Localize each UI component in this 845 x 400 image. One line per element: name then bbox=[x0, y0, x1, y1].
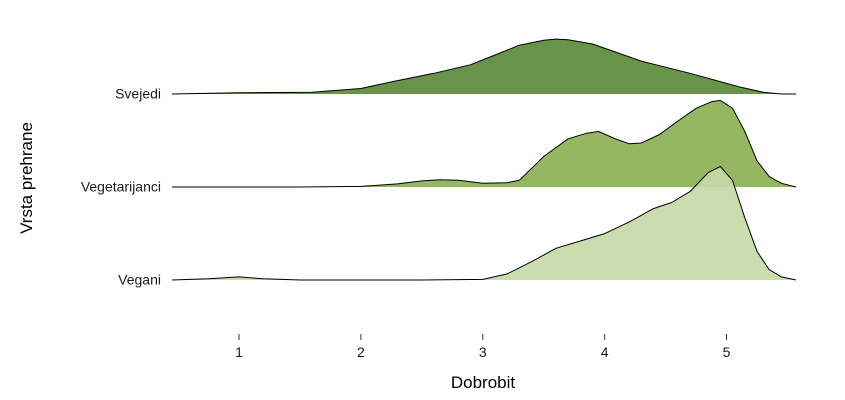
ridge-line-svejedi bbox=[171, 38, 796, 95]
x-axis: 1 2 3 4 5 bbox=[235, 334, 731, 360]
ridge-line-vegani bbox=[171, 166, 797, 281]
ridge-line-vegetarijanci bbox=[172, 99, 797, 188]
ridge-area-svejedi bbox=[172, 39, 796, 94]
y-axis-title: Vrsta prehrane bbox=[17, 122, 36, 234]
x-tick-label: 1 bbox=[235, 344, 243, 360]
x-tick-label: 5 bbox=[723, 344, 731, 360]
category-label-vegetarijanci: Vegetarijanci bbox=[81, 179, 161, 195]
category-labels: Svejedi Vegetarijanci Vegani bbox=[81, 86, 161, 288]
ridge-area-vegetarijanci bbox=[172, 100, 796, 187]
ridge-area-vegani bbox=[172, 166, 796, 280]
x-tick-label: 3 bbox=[479, 344, 487, 360]
x-axis-title: Dobrobit bbox=[451, 373, 516, 392]
x-tick-label: 4 bbox=[601, 344, 609, 360]
ridges-group bbox=[171, 38, 797, 281]
x-tick-label: 2 bbox=[357, 344, 365, 360]
category-label-svejedi: Svejedi bbox=[115, 86, 161, 102]
category-label-vegani: Vegani bbox=[118, 272, 161, 288]
